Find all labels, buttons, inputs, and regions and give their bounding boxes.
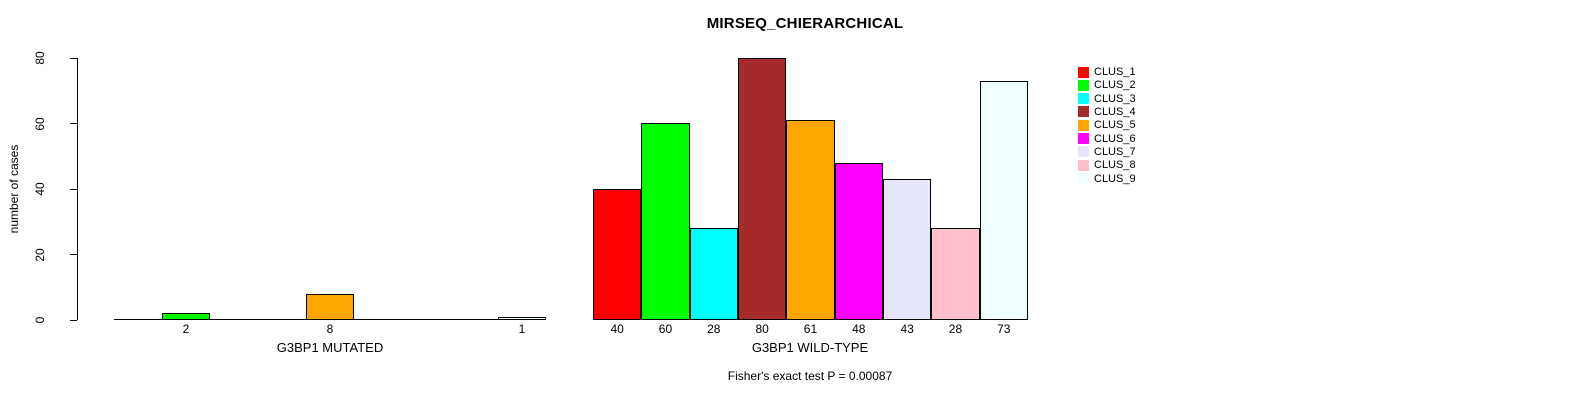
y-tick-label: 80 [33, 51, 47, 65]
legend-swatch [1078, 133, 1089, 145]
legend-item-clus_9: CLUS_9 [1078, 173, 1136, 185]
legend-label: CLUS_9 [1094, 172, 1136, 185]
bar-clus_5 [786, 120, 835, 320]
y-tick-label: 0 [33, 316, 47, 324]
legend-item-clus_7: CLUS_7 [1078, 146, 1136, 158]
y-axis-label: number of cases [7, 144, 21, 234]
bar-value-label: 2 [182, 322, 190, 336]
bar-clus_5 [306, 294, 354, 320]
bar-value-label: 60 [658, 322, 673, 336]
bar-value-label: 28 [948, 322, 963, 336]
bar-clus_3 [690, 228, 738, 320]
legend-label: CLUS_8 [1094, 159, 1136, 172]
legend-label: CLUS_4 [1094, 105, 1136, 118]
bar-value-label: 80 [755, 322, 769, 336]
y-tick [70, 57, 77, 59]
bar-clus_9 [980, 81, 1028, 320]
bar-clus_2 [162, 313, 210, 320]
y-tick [70, 254, 77, 255]
bar-clus_1 [593, 189, 641, 320]
legend-item-clus_8: CLUS_8 [1078, 159, 1136, 171]
bar-value-label: 8 [326, 322, 334, 336]
bar-value-label: 48 [852, 322, 866, 336]
y-tick-label: 60 [33, 116, 47, 131]
bar-clus_7 [883, 179, 931, 320]
legend-label: CLUS_6 [1094, 132, 1136, 145]
bar-value-label: 43 [900, 322, 914, 336]
chart-title: MIRSEQ_CHIERARCHICAL [706, 15, 904, 32]
legend-swatch [1078, 173, 1089, 185]
y-tick [70, 123, 77, 124]
legend-item-clus_1: CLUS_1 [1078, 66, 1136, 78]
legend-item-clus_5: CLUS_5 [1078, 119, 1136, 131]
legend-swatch [1078, 146, 1089, 158]
legend-item-clus_6: CLUS_6 [1078, 133, 1136, 145]
bar-value-label: 61 [803, 322, 818, 336]
legend-label: CLUS_2 [1094, 79, 1136, 92]
group-label-wildtype: G3BP1 WILD-TYPE [751, 340, 869, 355]
legend-swatch [1078, 119, 1089, 131]
y-tick [70, 188, 77, 190]
fisher-test-annotation: Fisher's exact test P = 0.00087 [727, 369, 893, 383]
legend-swatch [1078, 79, 1089, 91]
y-tick-label: 40 [33, 182, 47, 196]
bar-clus_6 [835, 163, 883, 320]
legend-swatch [1078, 159, 1089, 171]
y-axis-line [77, 58, 78, 320]
bar-value-label: 73 [997, 322, 1011, 336]
legend-item-clus_3: CLUS_3 [1078, 93, 1136, 105]
y-tick [70, 319, 77, 321]
bar-clus_4 [738, 58, 786, 320]
bar-value-label: 28 [707, 322, 721, 336]
y-tick-label: 20 [33, 247, 47, 262]
legend-swatch [1078, 66, 1089, 78]
legend-label: CLUS_1 [1094, 66, 1136, 78]
legend-swatch [1078, 93, 1089, 105]
bar-clus_2 [641, 123, 690, 320]
legend-label: CLUS_7 [1094, 145, 1136, 158]
legend-item-clus_4: CLUS_4 [1078, 106, 1136, 118]
bar-clus_9 [498, 317, 546, 320]
group-label-mutated: G3BP1 MUTATED [276, 340, 384, 355]
legend-label: CLUS_3 [1094, 92, 1136, 105]
legend-item-clus_2: CLUS_2 [1078, 79, 1136, 91]
legend-label: CLUS_5 [1094, 119, 1136, 132]
bar-value-label: 1 [518, 322, 526, 336]
bar-clus_8 [931, 228, 980, 320]
legend-swatch [1078, 106, 1089, 118]
bar-value-label: 40 [610, 322, 624, 336]
